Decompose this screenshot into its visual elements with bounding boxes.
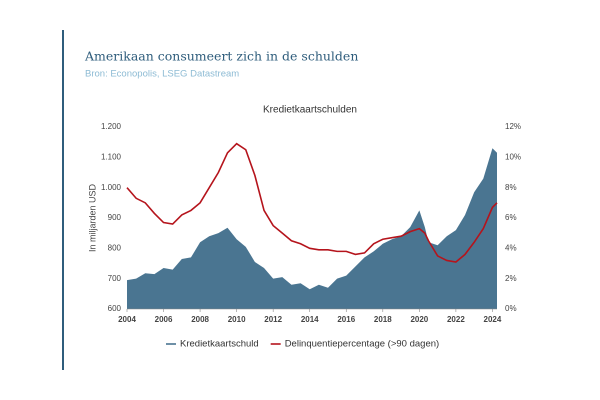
y2-tick-label: 12% — [505, 122, 521, 131]
y-tick-label: 800 — [108, 243, 122, 252]
y2-tick-label: 4% — [505, 243, 517, 252]
legend-label: Delinquentiepercentage (>90 dagen) — [285, 339, 440, 350]
x-tick-label: 2020 — [410, 315, 428, 324]
legend-label: Kredietkaartschuld — [180, 339, 259, 350]
y2-tick-label: 10% — [505, 152, 521, 161]
y-tick-label: 600 — [108, 304, 122, 313]
x-tick-label: 2004 — [118, 315, 136, 324]
x-tick-label: 2006 — [155, 315, 173, 324]
x-tick-label: 2008 — [191, 315, 209, 324]
delinquency-line — [126, 142, 498, 263]
y-tick-label: 1.200 — [101, 122, 122, 131]
x-tick-label: 2018 — [374, 315, 392, 324]
chart-subtitle: Bron: Econopolis, LSEG Datastream — [85, 69, 239, 80]
plot-title: Kredietkaartschulden — [263, 105, 357, 116]
y-tick-label: 1.000 — [101, 183, 122, 192]
x-tick-label: 2012 — [264, 315, 282, 324]
y2-tick-label: 0% — [505, 304, 517, 313]
debt-area — [127, 148, 497, 309]
chart-title: Amerikaan consumeert zich in de schulden — [84, 49, 358, 64]
x-tick-label: 2016 — [337, 315, 355, 324]
y2-tick-label: 2% — [505, 274, 517, 283]
y2-tick-label: 6% — [505, 213, 517, 222]
y-axis-label: In miljarden USD — [87, 183, 97, 252]
y-tick-label: 900 — [108, 213, 122, 222]
x-tick-label: 2022 — [447, 315, 465, 324]
y2-tick-label: 8% — [505, 183, 517, 192]
x-tick-label: 2024 — [484, 315, 502, 324]
y-tick-label: 1.100 — [101, 152, 122, 161]
y-tick-label: 700 — [108, 274, 122, 283]
x-tick-label: 2010 — [228, 315, 246, 324]
x-tick-label: 2014 — [301, 315, 319, 324]
